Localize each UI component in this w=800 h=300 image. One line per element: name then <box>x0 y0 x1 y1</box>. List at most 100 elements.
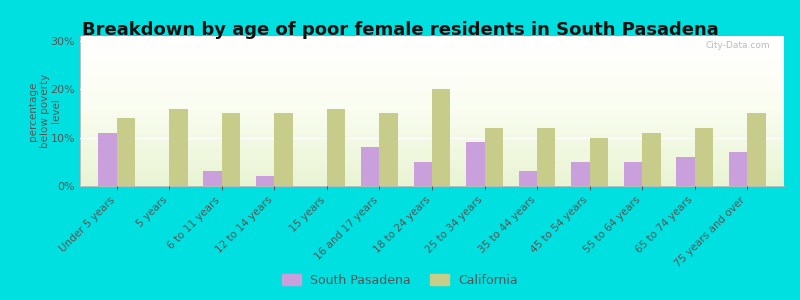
Bar <box>80 126 784 127</box>
Bar <box>80 111 784 112</box>
Bar <box>361 147 379 186</box>
Bar <box>80 115 784 116</box>
Bar <box>80 106 784 107</box>
Bar <box>80 125 784 126</box>
Bar <box>80 139 784 140</box>
Bar <box>80 70 784 71</box>
Bar <box>80 156 784 157</box>
Bar <box>80 154 784 155</box>
Bar <box>80 53 784 54</box>
Bar <box>80 65 784 66</box>
Bar <box>694 128 713 186</box>
Bar <box>80 149 784 150</box>
Bar <box>80 143 784 144</box>
Bar <box>80 166 784 167</box>
Bar <box>80 166 784 167</box>
Bar <box>80 149 784 150</box>
Bar <box>80 176 784 177</box>
Bar <box>466 142 485 186</box>
Bar <box>80 140 784 141</box>
Bar <box>80 160 784 161</box>
Bar <box>80 175 784 176</box>
Bar <box>80 81 784 82</box>
Bar <box>80 52 784 53</box>
Bar <box>170 109 188 186</box>
Bar <box>80 101 784 102</box>
Bar <box>80 150 784 151</box>
Bar <box>80 141 784 142</box>
Bar <box>80 161 784 162</box>
Bar <box>80 176 784 177</box>
Bar <box>80 90 784 91</box>
Bar <box>80 102 784 103</box>
Bar <box>80 69 784 70</box>
Bar <box>80 132 784 133</box>
Bar <box>80 183 784 184</box>
Bar <box>80 105 784 106</box>
Bar <box>80 169 784 170</box>
Bar <box>80 129 784 130</box>
Bar <box>80 83 784 84</box>
Bar <box>80 182 784 183</box>
Bar <box>80 87 784 88</box>
Bar <box>80 147 784 148</box>
Bar <box>80 118 784 119</box>
Bar <box>80 157 784 158</box>
Bar <box>80 180 784 181</box>
Bar <box>80 104 784 105</box>
Bar <box>80 108 784 109</box>
Bar <box>80 169 784 170</box>
Bar <box>80 142 784 143</box>
Bar <box>80 54 784 55</box>
Bar <box>203 172 222 186</box>
Bar <box>80 179 784 180</box>
Bar <box>80 49 784 50</box>
Bar <box>80 179 784 180</box>
Bar <box>80 160 784 161</box>
Bar <box>80 134 784 135</box>
Bar <box>80 160 784 161</box>
Bar <box>485 128 503 186</box>
Bar <box>80 159 784 160</box>
Bar <box>80 95 784 96</box>
Bar <box>80 38 784 39</box>
Bar <box>80 165 784 166</box>
Bar <box>80 128 784 129</box>
Bar <box>80 112 784 113</box>
Bar <box>80 161 784 162</box>
Bar <box>80 158 784 159</box>
Bar <box>80 59 784 60</box>
Bar <box>80 61 784 62</box>
Bar <box>80 122 784 123</box>
Bar <box>80 126 784 127</box>
Bar <box>80 171 784 172</box>
Bar <box>80 116 784 117</box>
Bar <box>80 85 784 86</box>
Bar <box>222 113 240 186</box>
Bar <box>80 127 784 128</box>
Text: Breakdown by age of poor female residents in South Pasadena: Breakdown by age of poor female resident… <box>82 21 718 39</box>
Bar <box>98 133 117 186</box>
Bar <box>80 146 784 147</box>
Bar <box>80 125 784 126</box>
Bar <box>80 169 784 170</box>
Text: City-Data.com: City-Data.com <box>706 40 770 50</box>
Bar <box>80 173 784 174</box>
Bar <box>80 152 784 153</box>
Bar <box>80 181 784 182</box>
Bar <box>80 76 784 77</box>
Bar <box>80 164 784 165</box>
Bar <box>80 96 784 97</box>
Bar <box>80 48 784 49</box>
Bar <box>80 118 784 119</box>
Bar <box>80 119 784 120</box>
Bar <box>80 85 784 86</box>
Bar <box>80 97 784 98</box>
Bar <box>80 47 784 48</box>
Bar <box>80 45 784 46</box>
Bar <box>80 130 784 131</box>
Bar <box>80 109 784 110</box>
Bar <box>80 136 784 137</box>
Bar <box>80 163 784 164</box>
Bar <box>80 180 784 181</box>
